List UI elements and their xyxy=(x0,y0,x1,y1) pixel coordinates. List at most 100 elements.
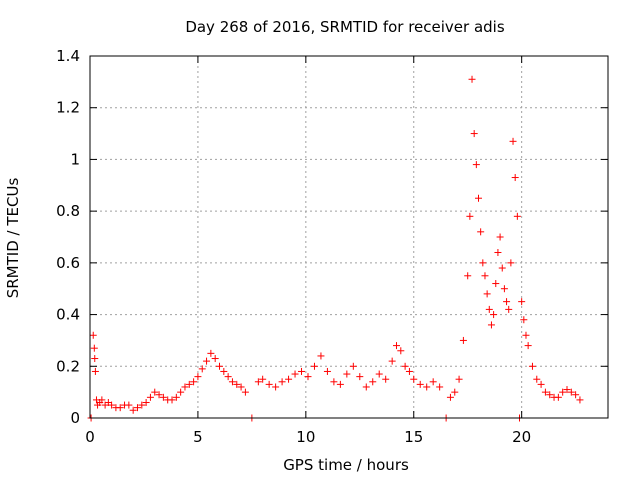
data-point xyxy=(272,383,280,391)
data-point xyxy=(304,373,312,381)
data-point xyxy=(146,393,154,401)
data-point xyxy=(98,396,106,404)
data-point xyxy=(375,370,383,378)
data-point xyxy=(285,375,293,383)
data-point xyxy=(451,388,459,396)
data-point xyxy=(479,259,487,267)
data-point xyxy=(159,393,167,401)
data-point xyxy=(330,378,338,386)
data-point xyxy=(505,305,513,313)
data-point xyxy=(513,212,521,220)
data-point xyxy=(108,401,116,409)
data-point xyxy=(91,367,99,375)
data-point xyxy=(228,378,236,386)
x-tick-label: 20 xyxy=(512,428,531,446)
data-point xyxy=(436,383,444,391)
data-point xyxy=(576,396,584,404)
data-point xyxy=(559,388,567,396)
data-point xyxy=(423,383,431,391)
frame-layer xyxy=(89,55,609,419)
y-tick-label: 0.2 xyxy=(56,357,80,375)
data-point xyxy=(181,383,189,391)
data-point xyxy=(177,388,185,396)
data-point xyxy=(459,336,467,344)
data-point xyxy=(224,373,232,381)
data-point xyxy=(203,357,211,365)
x-tick-label: 15 xyxy=(404,428,423,446)
data-point xyxy=(392,342,400,350)
data-point xyxy=(237,383,245,391)
x-tick-label: 10 xyxy=(296,428,315,446)
data-point xyxy=(563,386,571,394)
y-axis-label: SRMTID / TECUs xyxy=(4,178,22,299)
data-point xyxy=(151,388,159,396)
data-point xyxy=(138,401,146,409)
data-point xyxy=(537,380,545,388)
data-point xyxy=(518,298,526,306)
y-tick-label: 1 xyxy=(70,150,80,168)
data-point xyxy=(198,365,206,373)
data-point xyxy=(533,375,541,383)
data-point xyxy=(446,393,454,401)
data-point xyxy=(89,331,97,339)
data-point xyxy=(466,212,474,220)
data-point xyxy=(487,321,495,329)
data-point xyxy=(541,388,549,396)
data-point xyxy=(397,347,405,355)
y-tick-label: 0.4 xyxy=(56,306,80,324)
data-point xyxy=(194,373,202,381)
data-point xyxy=(498,264,506,272)
data-point xyxy=(133,404,141,412)
y-tick-label: 0.8 xyxy=(56,202,80,220)
data-point xyxy=(142,398,150,406)
data-point xyxy=(468,75,476,83)
data-point xyxy=(369,378,377,386)
data-point xyxy=(265,380,273,388)
data-point xyxy=(429,378,437,386)
data-point xyxy=(496,233,504,241)
data-point xyxy=(172,393,180,401)
data-point xyxy=(220,367,228,375)
data-point xyxy=(490,311,498,319)
data-point xyxy=(241,388,249,396)
data-point xyxy=(343,370,351,378)
data-point xyxy=(477,228,485,236)
data-point xyxy=(481,272,489,280)
grid-layer xyxy=(90,56,608,418)
data-point xyxy=(483,290,491,298)
data-point xyxy=(509,137,517,145)
data-point xyxy=(572,391,580,399)
data-point xyxy=(524,342,532,350)
data-point xyxy=(310,362,318,370)
data-point xyxy=(317,352,325,360)
data-point xyxy=(464,272,472,280)
x-tick-label: 0 xyxy=(85,428,95,446)
data-point xyxy=(259,375,267,383)
data-point xyxy=(511,174,519,182)
data-point xyxy=(401,362,409,370)
data-point xyxy=(485,305,493,313)
chart-title: Day 268 of 2016, SRMTID for receiver adi… xyxy=(185,18,505,36)
data-point xyxy=(500,285,508,293)
data-point xyxy=(298,367,306,375)
data-point xyxy=(190,378,198,386)
data-point xyxy=(388,357,396,365)
data-point xyxy=(528,362,536,370)
data-point xyxy=(90,344,98,352)
data-point xyxy=(168,396,176,404)
data-point xyxy=(356,373,364,381)
y-tick-label: 0 xyxy=(70,409,80,427)
plot-frame xyxy=(89,55,609,419)
data-point xyxy=(216,362,223,370)
x-tick-label: 5 xyxy=(193,428,203,446)
tick-layer: 0 5 10 15 20 0 0.2 0.4 0.6 0.8 1 1.2 1.4 xyxy=(56,47,608,446)
data-point xyxy=(207,349,215,357)
data-point xyxy=(494,249,502,257)
data-point xyxy=(472,161,480,169)
data-point xyxy=(546,391,554,399)
data-point xyxy=(522,331,530,339)
data-point xyxy=(278,378,286,386)
